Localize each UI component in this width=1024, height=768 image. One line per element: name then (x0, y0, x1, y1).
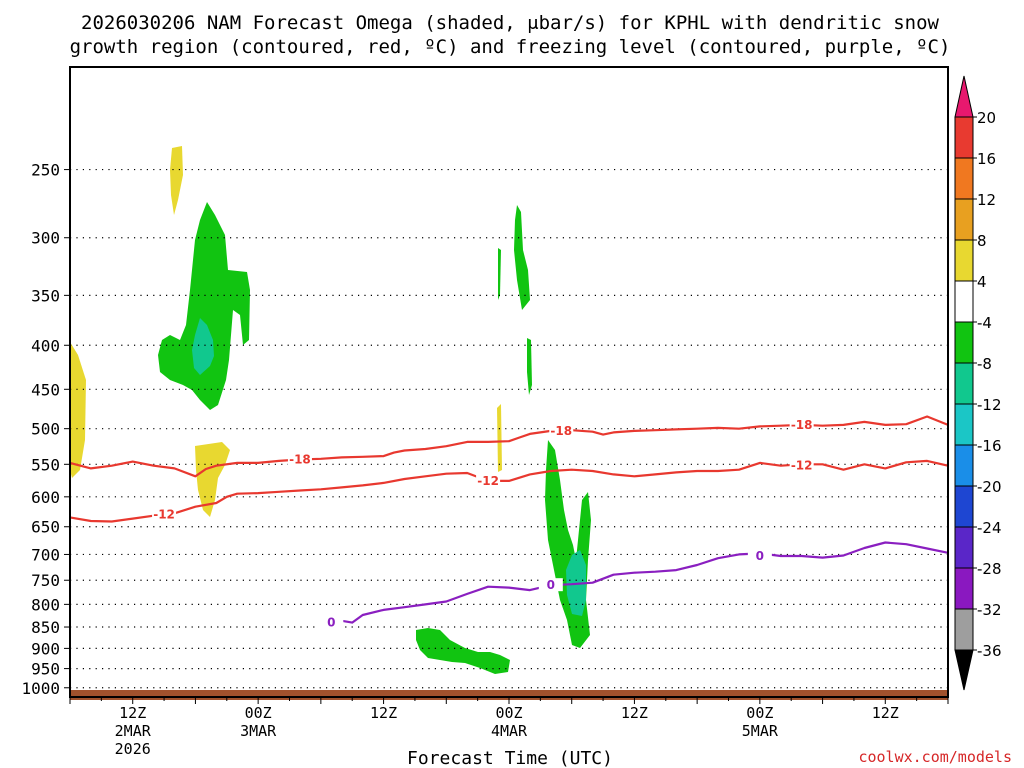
minus18-contour-label: -18 (791, 418, 813, 432)
x-tick-label: 00Z (245, 704, 272, 722)
y-tick-label: 1000 (21, 679, 60, 698)
x-tick-date-label: 3MAR (240, 722, 277, 740)
x-tick-label: 12Z (621, 704, 648, 722)
omega-negative-4-8-region (158, 202, 250, 410)
colorbar-label: -28 (977, 560, 1002, 578)
y-tick-label: 850 (31, 618, 60, 637)
minus18-contour-label: -18 (289, 453, 311, 467)
colorbar-swatch (954, 157, 974, 200)
y-tick-label: 650 (31, 518, 60, 537)
contour-label-bg (476, 473, 501, 487)
x-tick-year-label: 2026 (115, 740, 151, 758)
colorbar-swatch (954, 116, 974, 159)
zero-contour-label: 0 (327, 616, 335, 630)
omega-positive-4-8-region (170, 146, 183, 215)
x-axis-title: Forecast Time (UTC) (407, 748, 613, 768)
minus18-contour-label: -18 (550, 424, 572, 438)
colorbar-swatch (954, 403, 974, 446)
colorbar-swatch (954, 485, 974, 528)
contour-label-bg (152, 507, 177, 521)
y-tick-label: 700 (31, 545, 60, 564)
minus12-contour-label: -12 (477, 474, 499, 488)
colorbar-swatch (954, 444, 974, 487)
y-tick-label: 900 (31, 639, 60, 658)
colorbar-swatch (954, 362, 974, 405)
contour-label-bg (319, 615, 344, 629)
omega-negative-8-12-region (192, 318, 214, 375)
colorbar-label: 4 (977, 273, 987, 291)
y-axis: 250 300 350 400 450 500 550 600 650 700 750 800 850 9… (21, 161, 70, 698)
credit-text: coolwx.com/models (858, 748, 1012, 766)
colorbar-label: -24 (977, 519, 1002, 537)
contour-label-bg (789, 417, 814, 431)
x-tick-date-label: 4MAR (491, 722, 528, 740)
x-tick-label: 00Z (495, 704, 522, 722)
y-tick-label: 400 (31, 336, 60, 355)
y-tick-label: 250 (31, 161, 60, 180)
minus18-contour-line (69, 415, 949, 478)
contour-label-bg (538, 578, 563, 592)
colorbar-swatch (954, 198, 974, 241)
colorbar-label: -4 (977, 314, 992, 332)
colorbar-label: 16 (977, 150, 996, 168)
colorbar-label: 8 (977, 232, 987, 250)
colorbar-label: -12 (977, 396, 1002, 414)
omega-positive-4-8-region (70, 342, 86, 478)
minus12-contour-label: -12 (153, 507, 175, 521)
y-tick-label: 750 (31, 571, 60, 590)
y-tick-label: 300 (31, 229, 60, 248)
colorbar-swatch (954, 239, 974, 282)
x-tick-label: 00Z (746, 704, 773, 722)
contour-label-bg (549, 423, 574, 437)
colorbar-swatch (954, 567, 974, 610)
zero-contour-label: 0 (756, 549, 764, 563)
minus12-contour-label: -12 (791, 459, 813, 473)
contour-label-bg (789, 458, 814, 472)
y-tick-label: 500 (31, 420, 60, 439)
y-tick-label: 950 (31, 660, 60, 679)
colorbar-swatch (954, 321, 974, 364)
colorbar-label: 12 (977, 191, 996, 209)
omega-negative-4-8-region (498, 248, 501, 300)
contour-label-bg (747, 549, 772, 563)
chart-title-line2: growth region (contoured, red, ºC) and f… (70, 36, 951, 58)
zero-contour-line (320, 541, 949, 625)
plot-area: -18 -18 -18 -12 -12 -12 0 0 0 (69, 146, 949, 700)
colorbar-swatch (954, 608, 974, 651)
y-tick-label: 550 (31, 455, 60, 474)
contours: -18 -18 -18 -12 -12 -12 0 0 0 (69, 415, 949, 630)
colorbar-bottom-arrow (954, 649, 974, 691)
omega-negative-4-8-region (514, 205, 530, 310)
y-tick-label: 600 (31, 488, 60, 507)
colorbar-label: -16 (977, 437, 1002, 455)
colorbar-label: -20 (977, 478, 1002, 496)
zero-contour-label: 0 (547, 578, 555, 592)
y-tick-label: 450 (31, 380, 60, 399)
colorbar: 20 16 12 8 4 -4 -8 -12 -16 -20 -24 -28 -32 -36 (954, 75, 1002, 691)
colorbar-swatch (954, 526, 974, 569)
y-tick-label: 350 (31, 286, 60, 305)
colorbar-label: -8 (977, 355, 992, 373)
colorbar-swatch (954, 280, 974, 323)
x-tick-date-label: 5MAR (742, 722, 779, 740)
omega-positive-4-8-region (195, 442, 230, 517)
y-tick-label: 800 (31, 595, 60, 614)
colorbar-top-arrow (954, 75, 974, 118)
contour-label-bg (287, 452, 312, 466)
ground-surface (70, 690, 948, 700)
omega-shading (70, 146, 591, 674)
omega-negative-4-8-region (416, 628, 510, 674)
x-tick-date-label: 2MAR (115, 722, 152, 740)
colorbar-label: -32 (977, 601, 1002, 619)
omega-negative-4-8-region (527, 338, 532, 395)
chart-title-line1: 2026030206 NAM Forecast Omega (shaded, μ… (81, 12, 939, 34)
colorbar-label: 20 (977, 109, 996, 127)
x-tick-label: 12Z (119, 704, 146, 722)
x-tick-label: 12Z (872, 704, 899, 722)
omega-positive-4-8-region (497, 404, 502, 472)
x-tick-label: 12Z (370, 704, 397, 722)
colorbar-label: -36 (977, 642, 1002, 660)
